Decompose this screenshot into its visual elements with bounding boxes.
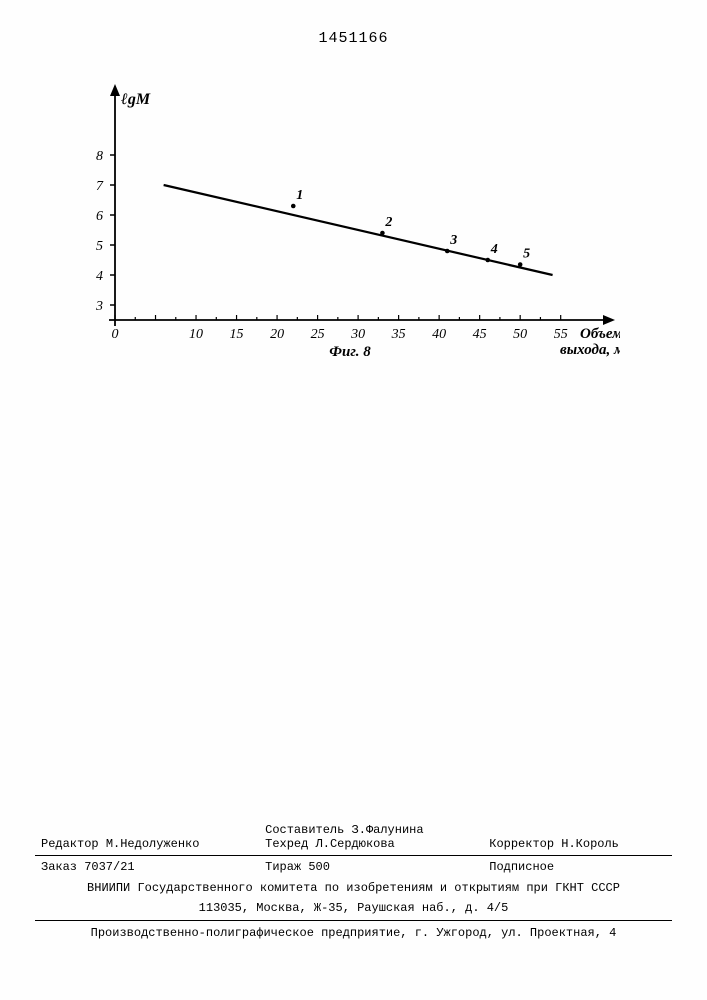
- svg-text:выхода, мл: выхода, мл: [560, 342, 620, 358]
- svg-text:5: 5: [96, 239, 103, 254]
- svg-text:50: 50: [513, 327, 527, 342]
- svg-text:25: 25: [311, 327, 325, 342]
- compiler-label: Составитель: [265, 823, 344, 837]
- svg-text:30: 30: [350, 327, 365, 342]
- org-line-1: ВНИИПИ Государственного комитета по изоб…: [35, 878, 672, 898]
- svg-text:8: 8: [96, 149, 103, 164]
- svg-text:3: 3: [449, 233, 457, 248]
- press-line: Производственно-полиграфическое предприя…: [35, 920, 672, 940]
- techred-label: Техред: [265, 837, 308, 851]
- svg-text:6: 6: [96, 209, 103, 224]
- svg-text:Объем: Объем: [580, 326, 620, 342]
- svg-text:45: 45: [473, 327, 487, 342]
- svg-text:5: 5: [523, 247, 530, 262]
- editor-name: М.Недолуженко: [106, 837, 200, 851]
- svg-text:15: 15: [230, 327, 244, 342]
- svg-text:35: 35: [391, 327, 406, 342]
- svg-text:ℓgM: ℓgM: [120, 91, 151, 108]
- subscription: Подписное: [483, 860, 672, 874]
- svg-text:4: 4: [490, 242, 498, 257]
- chart-figure-8: 34567801015202530354045505512345ℓgMОбъем…: [60, 80, 620, 380]
- svg-text:1: 1: [296, 188, 303, 203]
- svg-text:Фиг. 8: Фиг. 8: [329, 344, 371, 360]
- org-line-2: 113035, Москва, Ж-35, Раушская наб., д. …: [35, 898, 672, 918]
- svg-text:55: 55: [554, 327, 568, 342]
- svg-text:7: 7: [96, 179, 104, 194]
- tirazh: Тираж 500: [259, 860, 483, 874]
- svg-text:4: 4: [96, 269, 103, 284]
- compiler-name: З.Фалунина: [352, 823, 424, 837]
- chart-svg: 34567801015202530354045505512345ℓgMОбъем…: [60, 80, 620, 400]
- svg-text:0: 0: [112, 327, 119, 342]
- svg-text:40: 40: [432, 327, 446, 342]
- imprint-block: Составитель З.Фалунина Редактор М.Недолу…: [35, 819, 672, 940]
- corrector-name: Н.Король: [561, 837, 619, 851]
- svg-text:10: 10: [189, 327, 203, 342]
- techred-name: Л.Сердюкова: [316, 837, 395, 851]
- svg-text:2: 2: [384, 215, 392, 230]
- svg-text:20: 20: [270, 327, 284, 342]
- order-number: Заказ 7037/21: [35, 860, 259, 874]
- document-number: 1451166: [0, 30, 707, 47]
- corrector-label: Корректор: [489, 837, 554, 851]
- editor-label: Редактор: [41, 837, 99, 851]
- svg-text:3: 3: [95, 299, 103, 314]
